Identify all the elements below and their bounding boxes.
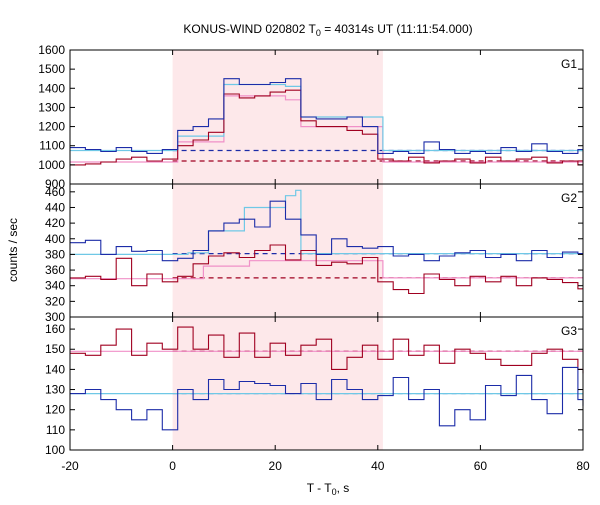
y-tick-label: 120 [45,403,65,417]
y-tick-label: 440 [45,200,65,214]
series-blue-g3 [70,366,584,431]
y-tick-label: 380 [45,247,65,261]
y-tick-label: 140 [45,362,65,376]
x-axis-label-sub: 0 [332,487,337,497]
y-tick-label: 1200 [38,120,65,134]
y-tick-label: 340 [45,279,65,293]
y-tick-label: 150 [45,342,65,356]
series-red-g1 [70,89,583,166]
y-axis-label: counts / sec [6,218,20,282]
y-tick-label: 420 [45,216,65,230]
series-blue-g1 [70,78,583,154]
x-tick-label: 20 [269,459,283,473]
y-tick-label: 1100 [39,139,65,153]
y-tick-label: 400 [45,232,65,246]
panel-frame [69,316,584,451]
panel-label: G3 [561,324,577,338]
panel-label: G2 [561,191,577,205]
x-axis-label: T - T0, s [307,481,350,497]
panel-g3: 100 110 120 130 140 150 160 G3 [45,316,584,457]
y-tick-label: 1000 [38,158,65,172]
series-blue-g2 [70,200,583,262]
x-tick-label: 40 [371,459,385,473]
chart-title-prefix: KONUS-WIND 020802 T [183,22,316,36]
x-tick-label: 80 [576,459,590,473]
y-tick-label: 300 [45,310,65,324]
chart-title-sub: 0 [316,28,321,38]
series-cyan-g2 [70,189,583,255]
chart-title: KONUS-WIND 020802 T0 = 40314s UT (11:11:… [183,22,472,38]
y-tick-label: 100 [45,443,65,457]
x-tick-label: 0 [169,459,176,473]
y-tick-label: 110 [46,423,65,437]
y-tick-label: 320 [45,294,65,308]
x-axis-label-suffix: , s [337,481,350,495]
y-tick-label: 1400 [38,81,65,95]
series-pink-g2 [70,260,583,280]
y-tick-label: 160 [45,322,65,336]
y-tick-label: 460 [45,185,65,199]
y-tick-label: 130 [45,383,65,397]
plot-area: 9001000110012001300140015001600G13003203… [38,43,590,473]
y-tick-label: 1600 [38,43,65,57]
series-red-g3 [70,326,584,374]
panel-g1: 900 1000 1100 1200 1300 1400 1500 1600 G1 [38,43,584,191]
x-axis-label-prefix: T - T [307,481,333,495]
x-tick-label: -20 [61,459,79,473]
y-tick-label: 1300 [38,100,65,114]
series-red-g2 [70,244,583,295]
panel-label: G1 [561,57,577,71]
y-tick-label: 1500 [38,62,65,76]
x-tick-label: 60 [474,459,488,473]
y-tick-label: 360 [45,263,65,277]
y-tick-label: 900 [45,177,65,191]
chart-title-suffix: = 40314s UT (11:11:54.000) [321,22,473,36]
